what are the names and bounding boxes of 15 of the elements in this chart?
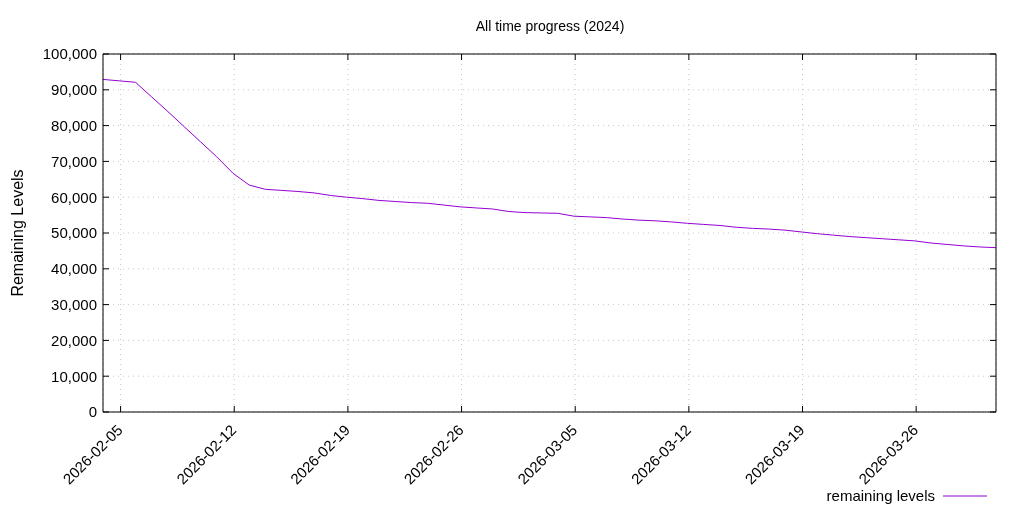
y-tick-label: 90,000 — [51, 81, 97, 99]
y-tick-label: 70,000 — [51, 152, 97, 170]
y-tick-label: 0 — [88, 403, 97, 421]
y-tick-label: 30,000 — [51, 295, 97, 313]
legend-label: remaining levels — [826, 487, 935, 504]
y-tick-label: 10,000 — [51, 367, 97, 385]
y-tick-label: 80,000 — [51, 116, 97, 134]
y-tick-label: 40,000 — [51, 260, 97, 278]
y-tick-label: 50,000 — [51, 224, 97, 242]
line-series — [103, 78, 996, 249]
y-axis-title: Remaining Levels — [8, 169, 26, 297]
chart-title: All time progress (2024) — [474, 18, 626, 34]
y-tick-label: 100,000 — [42, 45, 97, 63]
y-tick-label: 60,000 — [51, 188, 97, 206]
y-tick-label: 20,000 — [51, 331, 97, 349]
